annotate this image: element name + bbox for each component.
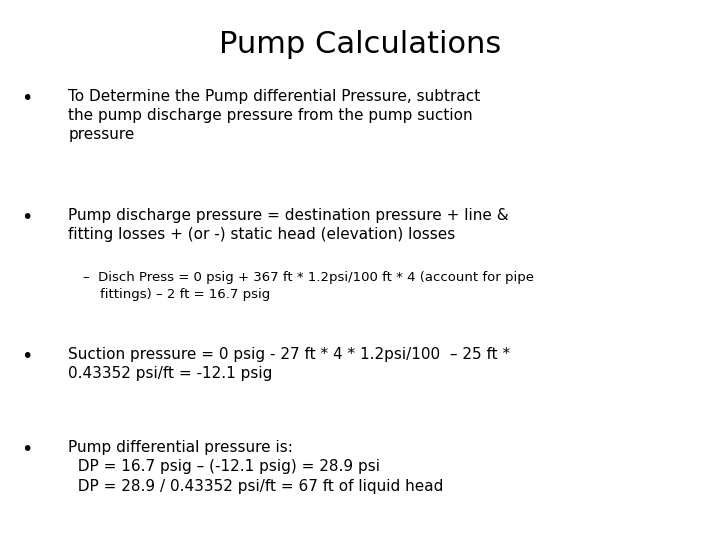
Text: Suction pressure = 0 psig - 27 ft * 4 * 1.2psi/100  – 25 ft *
0.43352 psi/ft = -: Suction pressure = 0 psig - 27 ft * 4 * … (68, 347, 510, 381)
Text: •: • (22, 440, 33, 459)
Text: Pump discharge pressure = destination pressure + line &
fitting losses + (or -) : Pump discharge pressure = destination pr… (68, 208, 509, 242)
Text: •: • (22, 89, 33, 108)
Text: •: • (22, 208, 33, 227)
Text: –  Disch Press = 0 psig + 367 ft * 1.2psi/100 ft * 4 (account for pipe
    fitti: – Disch Press = 0 psig + 367 ft * 1.2psi… (83, 271, 534, 301)
Text: Pump Calculations: Pump Calculations (219, 30, 501, 59)
Text: •: • (22, 347, 33, 366)
Text: Pump differential pressure is:
  DP = 16.7 psig – (-12.1 psig) = 28.9 psi
  DP =: Pump differential pressure is: DP = 16.7… (68, 440, 444, 494)
Text: To Determine the Pump differential Pressure, subtract
the pump discharge pressur: To Determine the Pump differential Press… (68, 89, 481, 143)
